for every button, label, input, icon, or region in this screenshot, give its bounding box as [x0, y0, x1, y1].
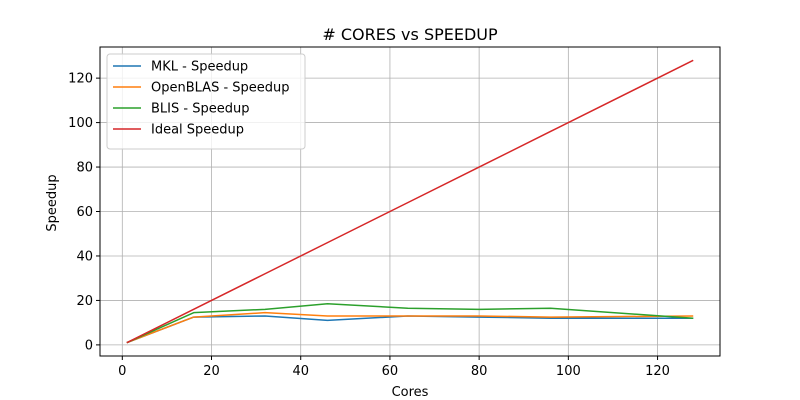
series-lines	[126, 59, 694, 344]
plot-frame	[99, 46, 721, 357]
y-axis-label: Speedup	[45, 174, 60, 231]
x-tick-label: 100	[556, 364, 581, 379]
legend-label: MKL - Speedup	[151, 60, 248, 75]
legend-box	[106, 53, 306, 150]
legend-label: Ideal Speedup	[151, 123, 244, 138]
series-line-2	[126, 303, 694, 344]
x-tick-label: 60	[382, 364, 399, 379]
y-tick-label: 120	[68, 72, 93, 87]
chart-title: # CORES vs SPEEDUP	[322, 25, 498, 44]
y-tick-label: 60	[76, 205, 93, 220]
x-axis-label: Cores	[392, 385, 429, 400]
x-tick-label: 0	[118, 364, 126, 379]
y-tick-label: 80	[76, 161, 93, 176]
y-tick-label: 20	[76, 294, 93, 309]
x-tick-label: 40	[292, 364, 309, 379]
axis-ticks: 0 20 40 60 80 100 120 0 20 40 60 80 100 120	[68, 72, 670, 379]
x-tick-label: 20	[203, 364, 220, 379]
legend: MKL - Speedup OpenBLAS - Speedup BLIS - Sp…	[106, 53, 306, 150]
series-line-1	[126, 311, 694, 344]
series-line-3	[126, 59, 694, 344]
y-tick-label: 0	[85, 338, 93, 353]
legend-label: OpenBLAS - Speedup	[151, 81, 290, 96]
y-tick-label: 100	[68, 116, 93, 131]
y-tick-label: 40	[76, 249, 93, 264]
x-tick-label: 120	[645, 364, 670, 379]
legend-label: BLIS - Speedup	[151, 102, 249, 117]
x-tick-label: 80	[471, 364, 488, 379]
